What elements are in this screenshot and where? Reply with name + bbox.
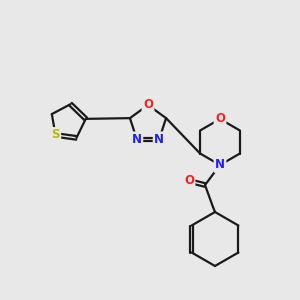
Text: S: S [51, 128, 60, 141]
Text: O: O [143, 98, 153, 112]
Text: O: O [184, 175, 194, 188]
Text: N: N [215, 158, 225, 172]
Text: O: O [215, 112, 225, 125]
Text: N: N [154, 133, 164, 146]
Text: N: N [132, 133, 142, 146]
